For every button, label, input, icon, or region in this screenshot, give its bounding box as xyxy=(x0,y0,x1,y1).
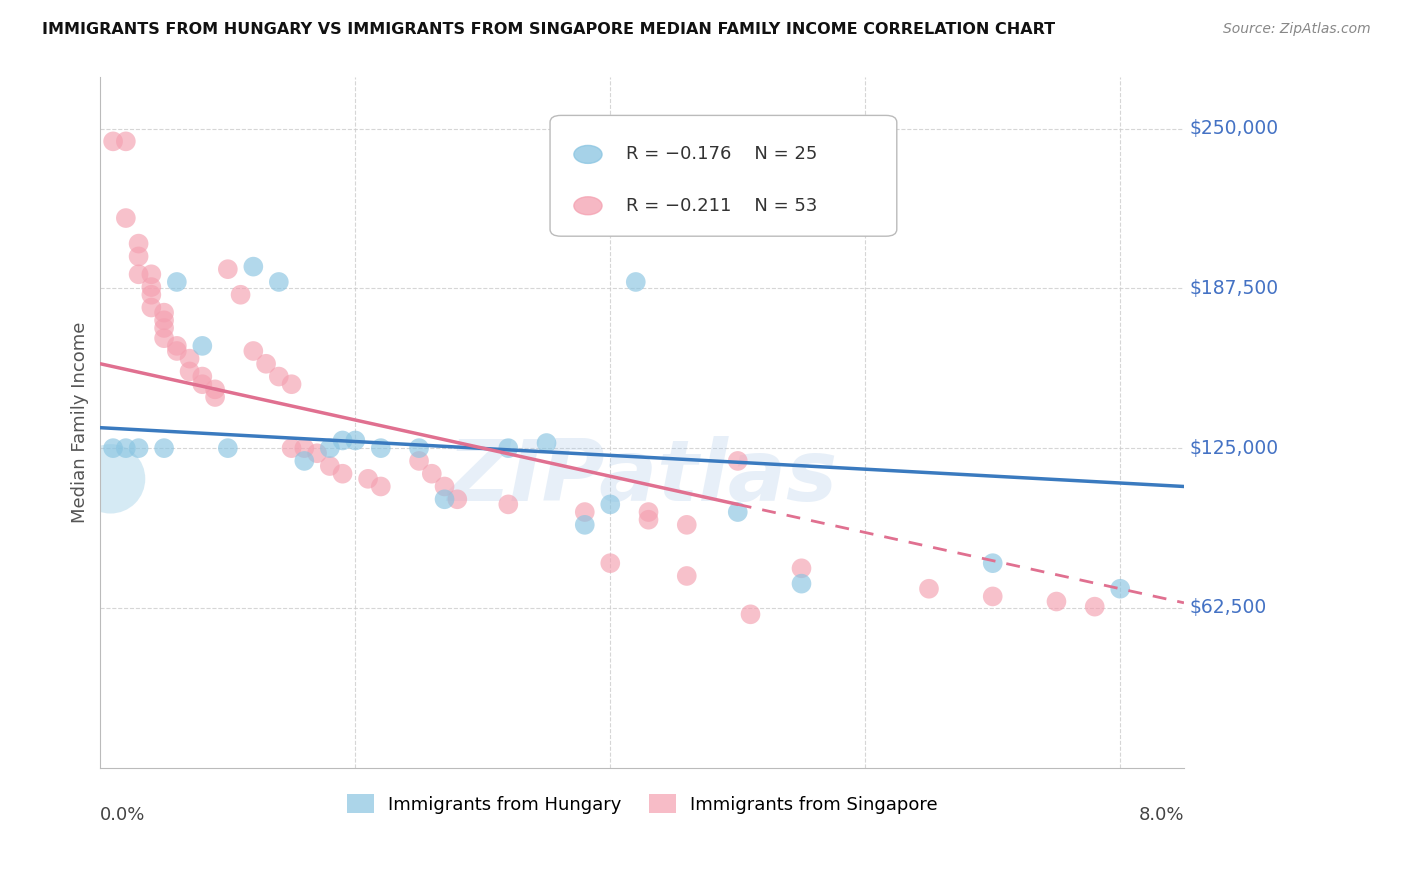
Point xyxy=(599,556,621,570)
Text: $125,000: $125,000 xyxy=(1189,439,1278,458)
Point xyxy=(115,441,138,455)
Point xyxy=(191,377,214,392)
Point xyxy=(292,441,315,455)
Point xyxy=(727,454,749,468)
Point xyxy=(101,441,124,455)
Point xyxy=(280,377,302,392)
Point xyxy=(319,441,342,455)
Point xyxy=(1045,594,1067,608)
Point xyxy=(141,280,163,294)
Y-axis label: Median Family Income: Median Family Income xyxy=(72,322,89,524)
Point xyxy=(166,275,188,289)
Point xyxy=(332,434,354,448)
Point xyxy=(166,343,188,358)
Point xyxy=(727,505,749,519)
Point xyxy=(599,497,621,511)
Point xyxy=(420,467,443,481)
Point xyxy=(370,441,392,455)
Text: $62,500: $62,500 xyxy=(1189,599,1267,617)
Point xyxy=(153,441,176,455)
Point xyxy=(141,268,163,282)
Point xyxy=(267,275,290,289)
Point xyxy=(153,331,176,345)
Point xyxy=(153,321,176,335)
Point xyxy=(637,505,659,519)
Point xyxy=(115,211,138,225)
Point xyxy=(357,472,380,486)
Point xyxy=(254,357,277,371)
Point xyxy=(179,364,201,378)
Point xyxy=(675,517,697,532)
Point xyxy=(918,582,941,596)
Point xyxy=(141,287,163,301)
Point xyxy=(408,454,430,468)
Point xyxy=(153,313,176,327)
Point xyxy=(280,441,302,455)
Text: 0.0%: 0.0% xyxy=(100,805,146,823)
Legend: Immigrants from Hungary, Immigrants from Singapore: Immigrants from Hungary, Immigrants from… xyxy=(339,787,945,821)
Point xyxy=(141,301,163,315)
Point xyxy=(981,556,1004,570)
Point xyxy=(981,590,1004,604)
Point xyxy=(128,268,150,282)
Point xyxy=(242,343,264,358)
Point xyxy=(408,441,430,455)
Point xyxy=(433,492,456,507)
Point xyxy=(204,382,226,396)
Point xyxy=(433,479,456,493)
Point xyxy=(128,236,150,251)
Text: ZIPatlas: ZIPatlas xyxy=(447,436,838,519)
Point xyxy=(217,441,239,455)
Text: R = −0.176    N = 25: R = −0.176 N = 25 xyxy=(626,145,817,163)
Point xyxy=(191,339,214,353)
Point xyxy=(675,569,697,583)
Point xyxy=(574,505,596,519)
Point xyxy=(574,517,596,532)
FancyBboxPatch shape xyxy=(550,115,897,236)
Point xyxy=(179,351,201,366)
Point xyxy=(128,441,150,455)
Point xyxy=(319,458,342,473)
Point xyxy=(191,369,214,384)
Point xyxy=(101,134,124,148)
Point xyxy=(166,339,188,353)
Point xyxy=(100,472,122,486)
Circle shape xyxy=(574,145,602,163)
Point xyxy=(624,275,647,289)
Point xyxy=(740,607,762,622)
Point xyxy=(267,369,290,384)
Point xyxy=(498,497,520,511)
Point xyxy=(637,513,659,527)
Point xyxy=(292,454,315,468)
Point xyxy=(204,390,226,404)
Point xyxy=(370,479,392,493)
Point xyxy=(344,434,367,448)
Circle shape xyxy=(574,197,602,215)
Text: R = −0.211    N = 53: R = −0.211 N = 53 xyxy=(626,197,817,215)
Point xyxy=(332,467,354,481)
Point xyxy=(242,260,264,274)
Point xyxy=(229,287,252,301)
Point xyxy=(536,436,558,450)
Point xyxy=(153,305,176,319)
Text: Source: ZipAtlas.com: Source: ZipAtlas.com xyxy=(1223,22,1371,37)
Text: $187,500: $187,500 xyxy=(1189,279,1278,298)
Point xyxy=(1109,582,1132,596)
Text: $250,000: $250,000 xyxy=(1189,119,1278,138)
Text: 8.0%: 8.0% xyxy=(1139,805,1184,823)
Point xyxy=(217,262,239,277)
Text: IMMIGRANTS FROM HUNGARY VS IMMIGRANTS FROM SINGAPORE MEDIAN FAMILY INCOME CORREL: IMMIGRANTS FROM HUNGARY VS IMMIGRANTS FR… xyxy=(42,22,1056,37)
Point xyxy=(790,561,813,575)
Point xyxy=(498,441,520,455)
Point xyxy=(1084,599,1107,614)
Point xyxy=(307,446,329,460)
Point xyxy=(446,492,468,507)
Point xyxy=(115,134,138,148)
Point xyxy=(790,576,813,591)
Point xyxy=(128,249,150,263)
